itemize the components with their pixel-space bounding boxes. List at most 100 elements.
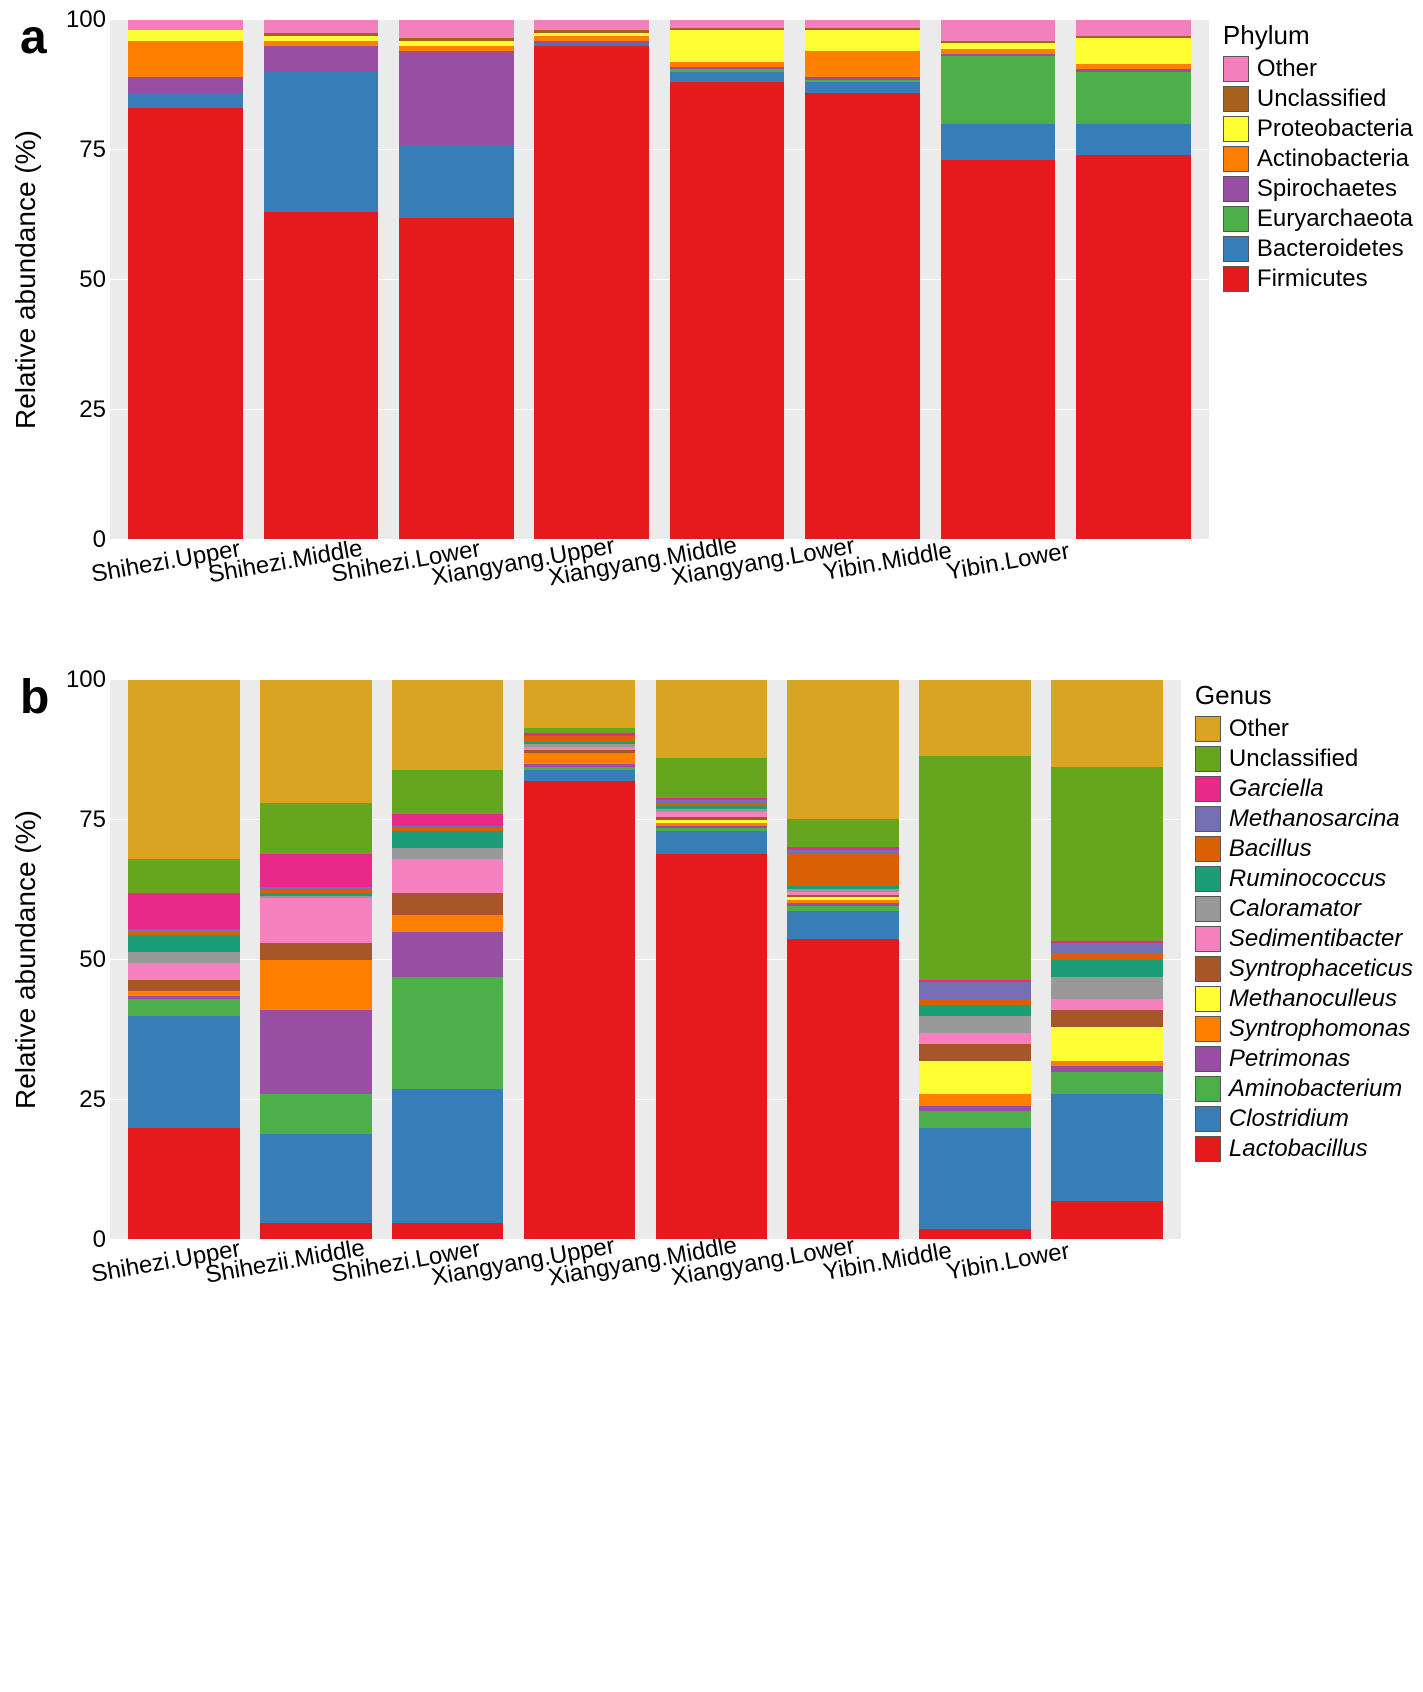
panel-b-y-axis: 0255075100: [50, 680, 110, 1240]
panel-a-segment: [128, 93, 243, 109]
panel-b-bar: [919, 680, 1030, 1240]
legend-swatch: [1195, 776, 1221, 802]
panel-b-segment: [919, 982, 1030, 999]
legend-swatch: [1195, 986, 1221, 1012]
y-tick-label: 50: [79, 266, 106, 294]
panel-a-segment: [941, 20, 1056, 41]
panel-b-segment: [656, 758, 767, 797]
panel-b-bar: [1051, 680, 1162, 1240]
panel-a-segment: [1076, 72, 1191, 124]
legend-label: Other: [1229, 715, 1289, 743]
legend-swatch: [1195, 1136, 1221, 1162]
panel-b-segment: [1051, 1027, 1162, 1061]
panel-b-segment: [787, 911, 898, 939]
panel-b-segment: [128, 680, 239, 859]
legend-label: Firmicutes: [1257, 265, 1368, 293]
panel-b-chart-row: Relative abundance (%) 0255075100 Genus …: [10, 680, 1413, 1240]
legend-label: Syntrophaceticus: [1229, 955, 1413, 983]
panel-a-legend-item: Firmicutes: [1223, 265, 1413, 293]
panel-a-bar-slot: [389, 20, 524, 540]
panel-a-x-axis: Shihezi.UpperShihezi.MiddleShihezi.Lower…: [10, 540, 1413, 620]
panel-b-bar-slot: [382, 680, 514, 1240]
panel-a-y-axis: 0255075100: [50, 20, 110, 540]
panel-a-segment: [1076, 124, 1191, 155]
panel-b-legend-item: Caloramator: [1195, 895, 1413, 923]
panel-a-segment: [670, 72, 785, 82]
panel-b-segment: [1051, 1201, 1162, 1240]
legend-label: Syntrophomonas: [1229, 1015, 1410, 1043]
panel-b-segment: [919, 1128, 1030, 1229]
panel-b-segment: [260, 803, 371, 853]
legend-label: Lactobacillus: [1229, 1135, 1368, 1163]
panel-a-segment: [399, 51, 514, 145]
panel-b-segment: [128, 893, 239, 929]
panel-a-bar-slot: [659, 20, 794, 540]
panel-b-legend-item: Clostridium: [1195, 1105, 1413, 1133]
panel-a-segment: [1076, 20, 1191, 36]
panel-b-segment: [392, 977, 503, 1089]
panel-b-segment: [260, 1134, 371, 1224]
panel-b-segment: [392, 770, 503, 815]
panel-a-plot-area: [110, 20, 1209, 540]
panel-a-bar: [264, 20, 379, 540]
panel-b-legend-item: Methanosarcina: [1195, 805, 1413, 833]
legend-swatch: [1223, 236, 1249, 262]
panel-b-segment: [128, 999, 239, 1016]
panel-b-segment: [392, 932, 503, 977]
panel-b-segment: [1051, 1010, 1162, 1027]
y-tick-label: 75: [79, 136, 106, 164]
panel-b-bar: [128, 680, 239, 1240]
panel-b-segment: [787, 680, 898, 819]
panel-a-segment: [128, 77, 243, 93]
legend-swatch: [1195, 1046, 1221, 1072]
y-tick-label: 25: [79, 396, 106, 424]
legend-label: Other: [1257, 55, 1317, 83]
legend-label: Unclassified: [1257, 85, 1386, 113]
panel-b-segment: [919, 1111, 1030, 1128]
panel-b-segment: [128, 935, 239, 952]
legend-label: Unclassified: [1229, 745, 1358, 773]
panel-a: a Relative abundance (%) 0255075100 Phyl…: [10, 20, 1413, 620]
panel-b-segment: [1051, 943, 1162, 954]
legend-swatch: [1195, 956, 1221, 982]
panel-a-segment: [941, 160, 1056, 540]
panel-b-segment: [260, 854, 371, 888]
panel-a-segment: [670, 82, 785, 540]
panel-b-segment: [260, 1010, 371, 1094]
legend-swatch: [1195, 836, 1221, 862]
panel-b-segment: [392, 893, 503, 915]
legend-swatch: [1223, 86, 1249, 112]
panel-a-segment: [399, 145, 514, 218]
panel-a-bar: [670, 20, 785, 540]
panel-b-segment: [1051, 999, 1162, 1010]
panel-b-segment: [128, 963, 239, 980]
panel-a-segment: [264, 72, 379, 212]
legend-label: Clostridium: [1229, 1105, 1349, 1133]
y-tick-label: 50: [79, 946, 106, 974]
panel-b-bar: [392, 680, 503, 1240]
panel-b-segment: [524, 770, 635, 781]
panel-a-segment: [670, 20, 785, 28]
panel-b-legend-item: Methanoculleus: [1195, 985, 1413, 1013]
panel-b-segment: [787, 853, 898, 886]
legend-swatch: [1223, 176, 1249, 202]
panel-a-bar-slot: [1066, 20, 1201, 540]
legend-swatch: [1195, 1016, 1221, 1042]
panel-a-bar-slot: [795, 20, 930, 540]
panel-a-chart-row: Relative abundance (%) 0255075100 Phylum…: [10, 20, 1413, 540]
panel-a-bar: [534, 20, 649, 540]
panel-a-bar-slot: [253, 20, 388, 540]
legend-label: Petrimonas: [1229, 1045, 1350, 1073]
panel-b-segment: [919, 1061, 1030, 1095]
panel-a-segment: [805, 30, 920, 51]
panel-a-segment: [670, 30, 785, 61]
panel-b-segment: [919, 1044, 1030, 1061]
legend-label: Garciella: [1229, 775, 1324, 803]
panel-a-y-axis-title: Relative abundance (%): [10, 20, 42, 540]
panel-b-segment: [524, 680, 635, 728]
panel-b-legend-title: Genus: [1195, 680, 1413, 711]
panel-b-legend: Genus OtherUnclassifiedGarciellaMethanos…: [1195, 680, 1413, 1165]
y-tick-label: 75: [79, 806, 106, 834]
panel-a-segment: [805, 20, 920, 28]
legend-label: Proteobacteria: [1257, 115, 1413, 143]
